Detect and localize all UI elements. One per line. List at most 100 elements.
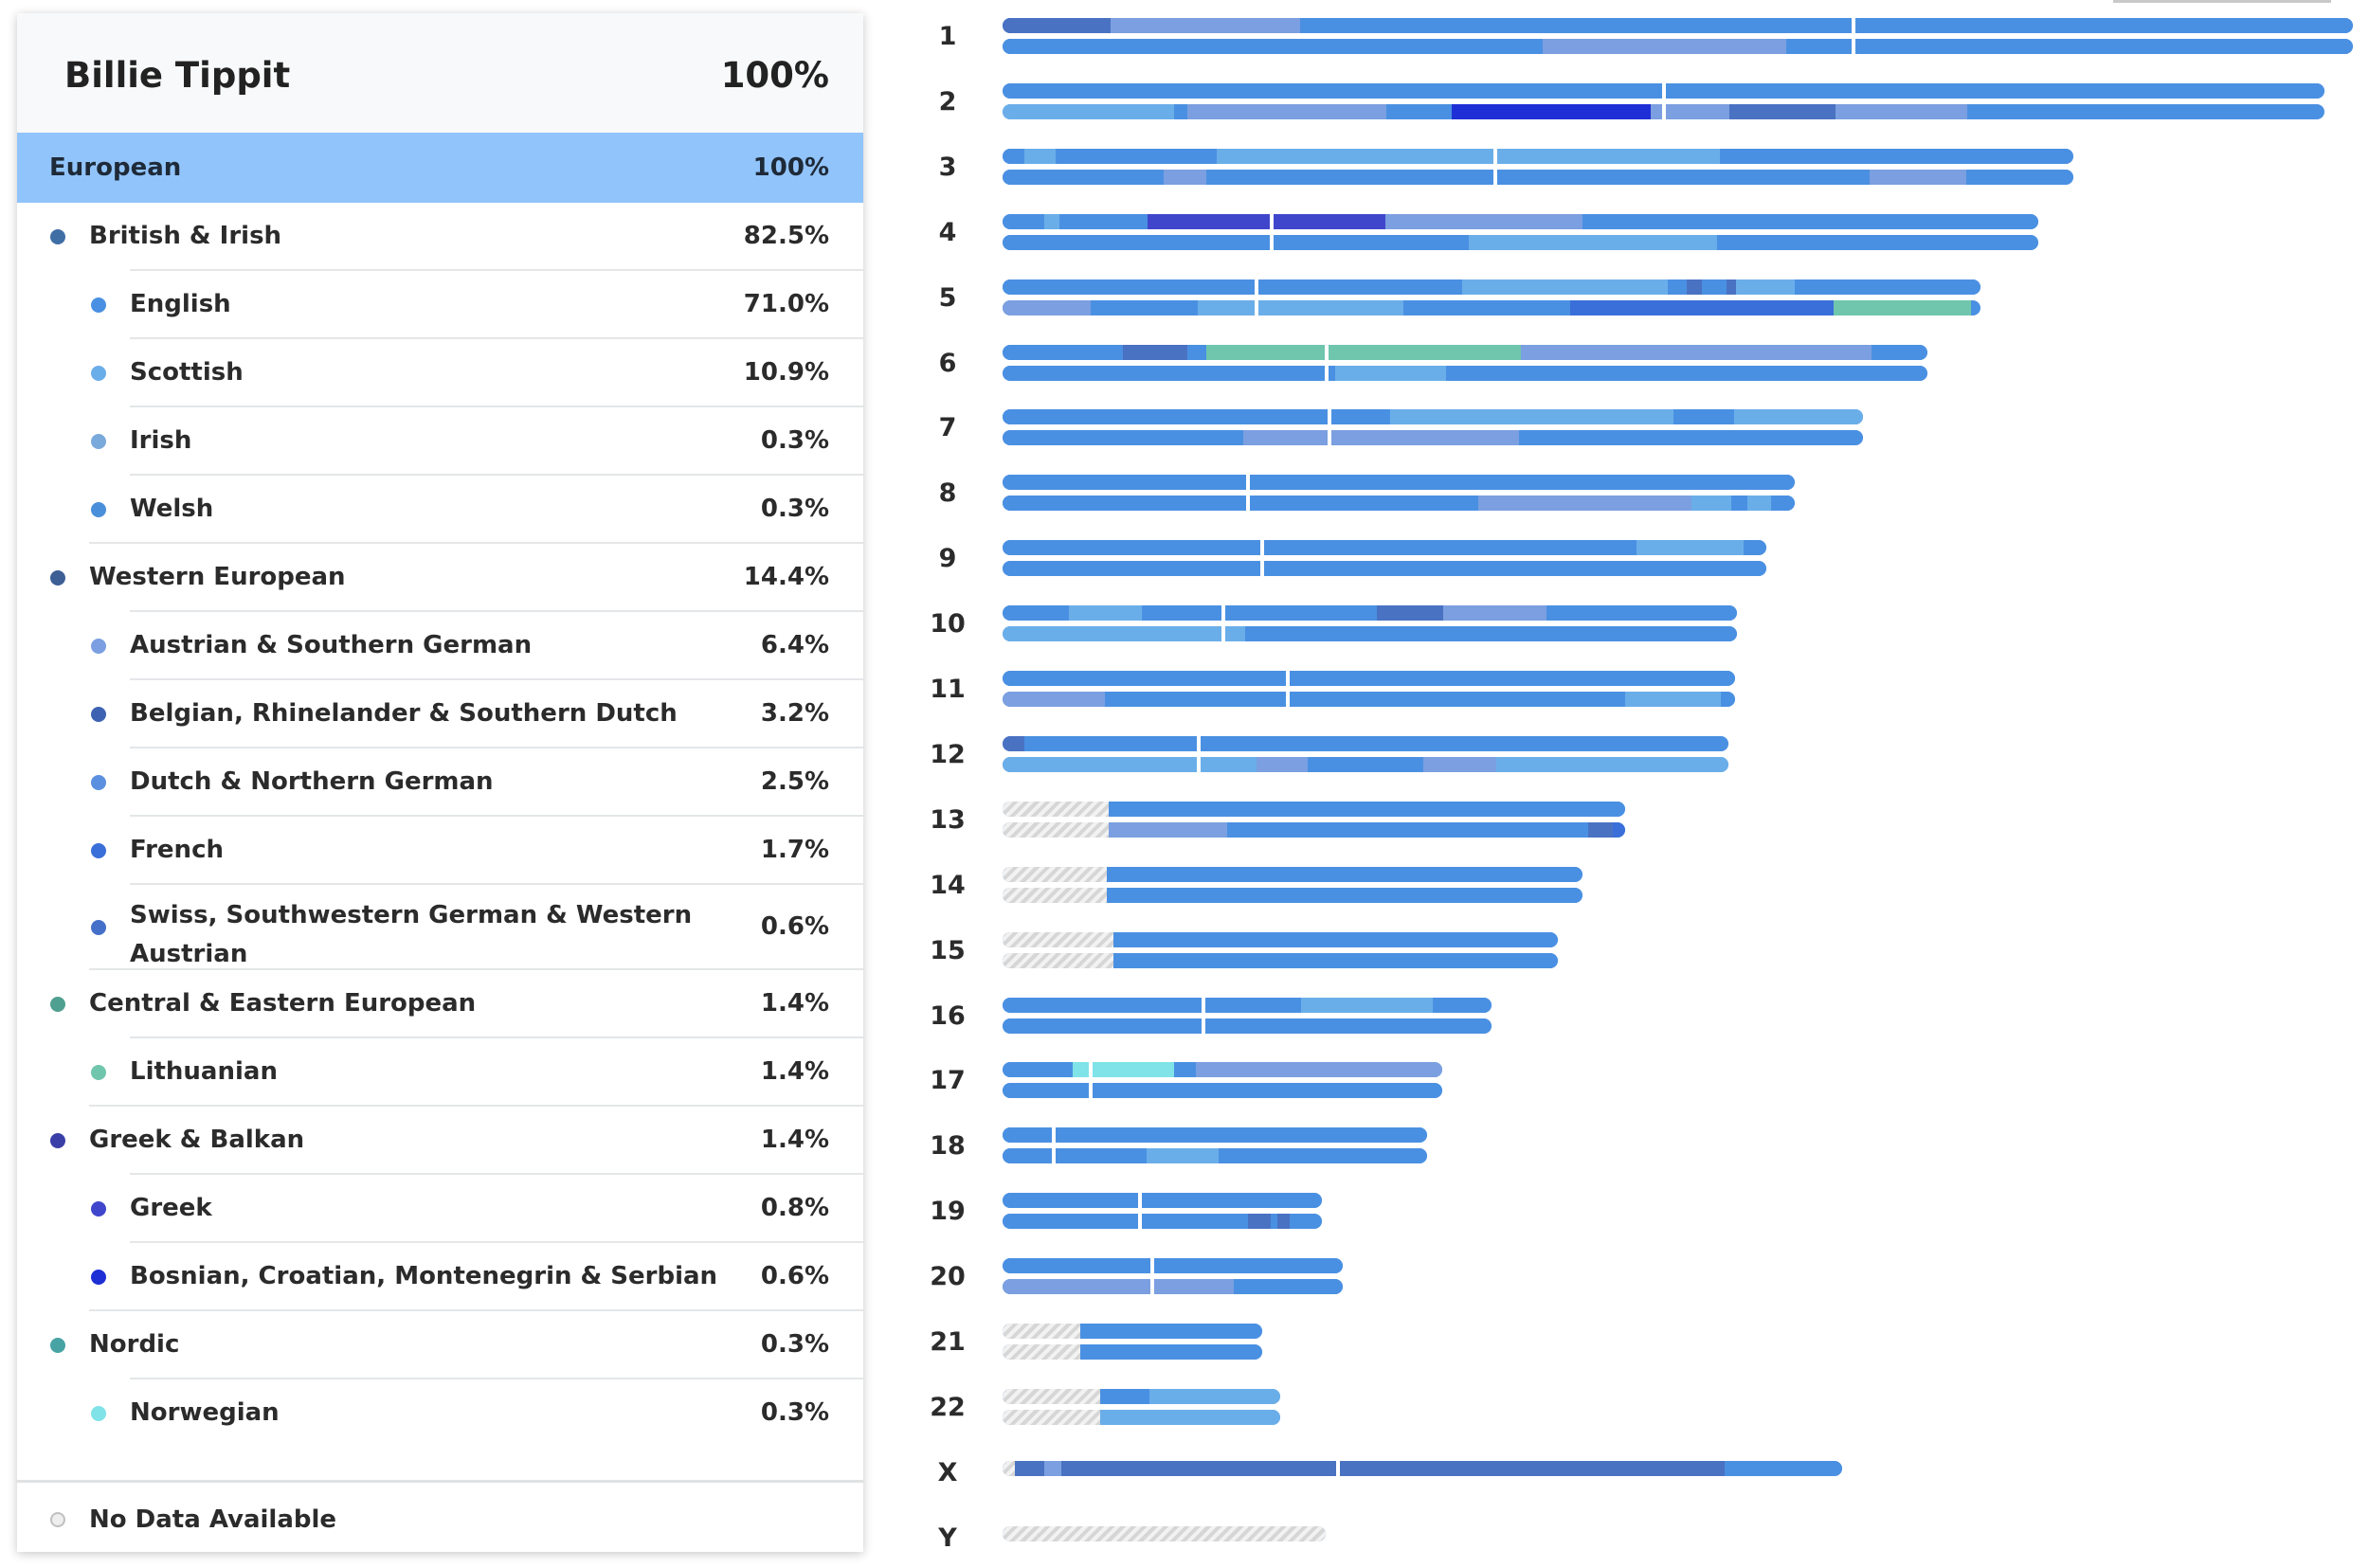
ancestry-segment bbox=[1003, 1324, 1081, 1339]
chromosome-strand[interactable] bbox=[1003, 561, 1766, 577]
population-row[interactable]: Welsh 0.3% bbox=[17, 476, 863, 544]
chromosome-strand[interactable] bbox=[1003, 801, 1625, 817]
population-row[interactable]: Central & Eastern European 1.4% bbox=[17, 970, 863, 1038]
chromosome-label: 6 bbox=[938, 348, 957, 378]
population-row[interactable]: Western European 14.4% bbox=[17, 544, 863, 612]
chromosome-strand[interactable] bbox=[1003, 18, 2353, 33]
ancestry-segment bbox=[1080, 1344, 1262, 1360]
population-row[interactable]: Bosnian, Croatian, Montenegrin & Serbian… bbox=[17, 1243, 863, 1311]
population-row[interactable]: Austrian & Southern German 6.4% bbox=[17, 612, 863, 680]
chromosome-strand[interactable] bbox=[1003, 1460, 1842, 1476]
population-label: Western European bbox=[89, 563, 346, 591]
chromosome-strand[interactable] bbox=[1003, 1083, 1442, 1099]
population-row[interactable]: Irish 0.3% bbox=[17, 407, 863, 476]
population-row[interactable]: Dutch & Northern German 2.5% bbox=[17, 748, 863, 817]
chromosome-strand[interactable] bbox=[1003, 279, 1980, 295]
row-divider bbox=[130, 337, 863, 339]
ancestry-segment bbox=[1003, 671, 1735, 686]
chromosome-strand[interactable] bbox=[1003, 1409, 1280, 1425]
chromosome-strand[interactable] bbox=[1003, 234, 2038, 250]
region-label: European bbox=[49, 153, 182, 182]
population-row[interactable]: Scottish 10.9% bbox=[17, 339, 863, 407]
chromosome-strand[interactable] bbox=[1003, 821, 1625, 838]
chromosome-strand[interactable] bbox=[1003, 931, 1558, 947]
population-row[interactable]: Norwegian 0.3% bbox=[17, 1379, 863, 1448]
chromosome-strand[interactable] bbox=[1003, 952, 1558, 968]
ancestry-segment bbox=[1335, 365, 1447, 381]
ancestry-segment bbox=[1335, 344, 1521, 360]
ancestry-segment bbox=[1003, 931, 1114, 947]
chromosome-strand[interactable] bbox=[1003, 82, 2324, 99]
chromosome-strand[interactable] bbox=[1003, 1127, 1427, 1144]
chromosome-strand[interactable] bbox=[1003, 605, 1737, 622]
population-row[interactable]: Nordic 0.3% bbox=[17, 1311, 863, 1379]
chromosome-strand[interactable] bbox=[1003, 430, 1863, 446]
chromosome-strand[interactable] bbox=[1003, 475, 1795, 491]
ancestry-segment bbox=[1222, 626, 1737, 642]
chromosome-strand[interactable] bbox=[1003, 409, 1863, 425]
chromosome-strand[interactable] bbox=[1003, 1062, 1442, 1078]
chromosome-strand[interactable] bbox=[1003, 1388, 1280, 1404]
chromosome-strand[interactable] bbox=[1003, 997, 1492, 1013]
population-row[interactable]: French 1.7% bbox=[17, 817, 863, 885]
chromosome-strand[interactable] bbox=[1003, 365, 1927, 381]
ancestry-segment bbox=[1733, 409, 1863, 425]
population-row[interactable]: Lithuanian 1.4% bbox=[17, 1038, 863, 1107]
chromosome-strand[interactable] bbox=[1003, 1525, 1326, 1541]
chromosome-strand[interactable] bbox=[1003, 213, 2038, 229]
population-row[interactable]: British & Irish 82.5% bbox=[17, 203, 863, 271]
chromosome-strand[interactable] bbox=[1003, 1148, 1427, 1164]
chromosome-strand[interactable] bbox=[1003, 866, 1582, 882]
chromosome-strand[interactable] bbox=[1003, 1324, 1262, 1339]
ancestry-segment bbox=[1173, 1062, 1197, 1078]
region-band-european[interactable]: European 100% bbox=[17, 133, 863, 203]
chromosome-strand[interactable] bbox=[1003, 1279, 1343, 1295]
chromosome-painting: 1 2 3 4 5 6 7 8 9 10 11 12 13 14 15 16 17 18 19 20 21 22 X Y bbox=[919, 13, 2360, 1558]
chromosome-strand[interactable] bbox=[1003, 344, 1927, 360]
chromosome-label: 21 bbox=[930, 1327, 966, 1357]
centromere-notch bbox=[1328, 409, 1332, 425]
chromosome-strand[interactable] bbox=[1003, 671, 1735, 686]
chromosome-strand[interactable] bbox=[1003, 1214, 1322, 1230]
population-label: Bosnian, Croatian, Montenegrin & Serbian bbox=[130, 1262, 718, 1290]
population-percent: 10.9% bbox=[743, 358, 829, 387]
no-data-label: No Data Available bbox=[89, 1505, 337, 1534]
ancestry-segment bbox=[1835, 103, 1968, 119]
ancestry-segment bbox=[1003, 1460, 1016, 1476]
ancestry-segment bbox=[1015, 1460, 1045, 1476]
chromosome-strand[interactable] bbox=[1003, 735, 1728, 751]
chromosome-strand[interactable] bbox=[1003, 1018, 1492, 1034]
population-row[interactable]: Greek 0.8% bbox=[17, 1175, 863, 1243]
chromosome-strand[interactable] bbox=[1003, 540, 1766, 556]
chromosome-strand[interactable] bbox=[1003, 496, 1795, 512]
chromosome-strand[interactable] bbox=[1003, 103, 2324, 119]
ancestry-segment bbox=[1149, 1388, 1280, 1404]
chromosome-strand[interactable] bbox=[1003, 1258, 1343, 1274]
chromosome-strand[interactable] bbox=[1003, 887, 1582, 903]
chromosome-label: 8 bbox=[938, 478, 957, 509]
chromosome-strand[interactable] bbox=[1003, 169, 2073, 185]
chromosome-strand[interactable] bbox=[1003, 39, 2353, 54]
chromosome-strand[interactable] bbox=[1003, 299, 1980, 315]
chromosome-strand[interactable] bbox=[1003, 626, 1737, 642]
row-divider bbox=[130, 1241, 863, 1243]
person-total-percent: 100% bbox=[720, 55, 829, 96]
chromosome-strand[interactable] bbox=[1003, 756, 1728, 772]
ancestry-segment bbox=[1198, 299, 1267, 315]
population-row[interactable]: English 71.0% bbox=[17, 271, 863, 339]
population-row[interactable]: Swiss, Southwestern German & Western Aus… bbox=[17, 885, 863, 970]
centromere-notch bbox=[1051, 1148, 1056, 1164]
chromosome-strand[interactable] bbox=[1003, 148, 2073, 164]
ancestry-segment bbox=[1108, 821, 1227, 838]
ancestry-segment bbox=[1389, 409, 1674, 425]
centromere-notch bbox=[1088, 1083, 1093, 1099]
chromosome-strand[interactable] bbox=[1003, 692, 1735, 707]
ancestry-segment bbox=[1061, 1460, 1725, 1476]
population-row[interactable]: Belgian, Rhinelander & Southern Dutch 3.2… bbox=[17, 680, 863, 748]
population-row[interactable]: Greek & Balkan 1.4% bbox=[17, 1107, 863, 1175]
ancestry-segment bbox=[1044, 1460, 1062, 1476]
ancestry-segment bbox=[1587, 821, 1613, 838]
population-percent: 71.0% bbox=[743, 290, 829, 318]
chromosome-strand[interactable] bbox=[1003, 1193, 1322, 1209]
chromosome-strand[interactable] bbox=[1003, 1344, 1262, 1360]
